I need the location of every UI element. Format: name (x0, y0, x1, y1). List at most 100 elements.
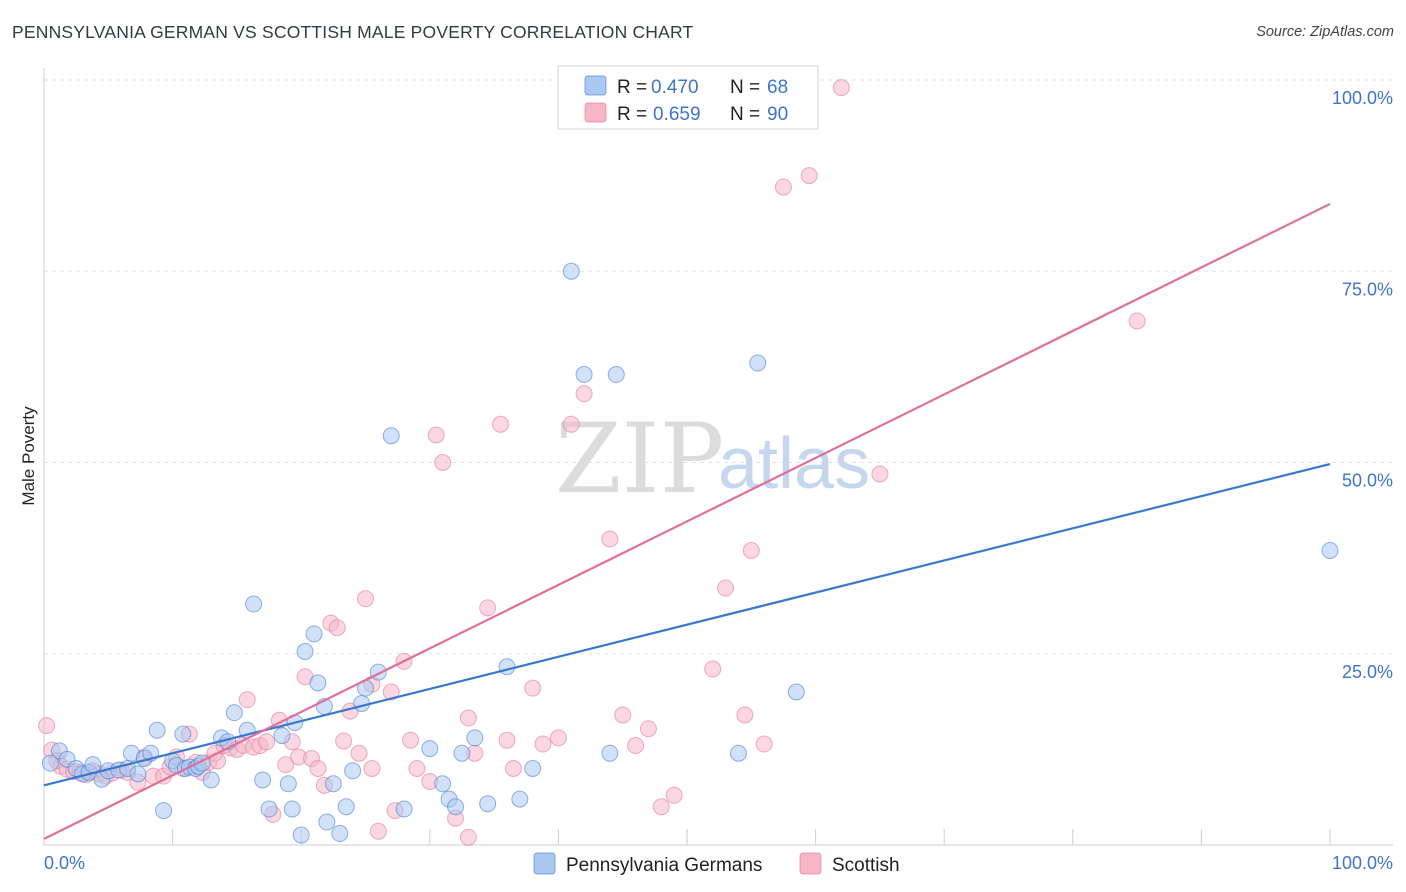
series-pennsylvania-germans (41, 262, 1339, 844)
data-point (434, 775, 452, 793)
data-point (1321, 541, 1339, 559)
y-tick-label: 100.0% (1332, 88, 1393, 108)
data-point (238, 691, 256, 709)
stats-swatch-pa-german (584, 75, 607, 96)
data-point (601, 530, 619, 548)
legend-swatch-scottish (799, 852, 822, 875)
data-point (549, 729, 567, 747)
data-point (309, 674, 327, 692)
stats-n-label-2: N = (730, 104, 760, 125)
data-point (607, 366, 625, 384)
data-point (174, 725, 192, 743)
data-point (129, 765, 147, 783)
stats-r-value-2: 0.659 (653, 104, 701, 125)
legend-label-scottish: Scottish (832, 855, 900, 876)
data-point (504, 760, 522, 777)
data-point (38, 717, 56, 735)
regression-line (43, 202, 1331, 840)
stats-r-label-1: R = (617, 77, 647, 98)
data-point (84, 756, 102, 774)
data-point (479, 795, 497, 813)
data-point (601, 744, 619, 762)
data-point (562, 262, 580, 280)
data-point (534, 735, 552, 753)
stats-r-value-1: 0.470 (651, 77, 699, 98)
data-point (742, 541, 760, 559)
data-point (1128, 312, 1146, 330)
data-point (273, 727, 291, 745)
data-point (511, 790, 529, 808)
data-point (717, 579, 735, 597)
data-point (305, 625, 323, 643)
data-point (466, 729, 484, 747)
data-point (524, 679, 542, 697)
data-point (434, 454, 452, 471)
data-points (38, 79, 1339, 846)
legend-label-pa-german: Pennsylvania Germans (566, 855, 762, 876)
data-point (749, 354, 767, 372)
chart-title: PENNSYLVANIA GERMAN VS SCOTTISH MALE POV… (12, 22, 694, 42)
data-point (335, 732, 353, 750)
data-point (774, 178, 792, 196)
data-point (800, 167, 818, 185)
data-point (382, 427, 400, 445)
data-point (363, 760, 381, 777)
data-point (369, 822, 387, 840)
y-tick-label: 75.0% (1342, 279, 1393, 299)
y-tick-label: 50.0% (1342, 471, 1393, 491)
data-point (408, 760, 426, 777)
data-point (639, 720, 657, 738)
axes (43, 68, 1393, 846)
data-point (260, 800, 278, 818)
x-tick-label-min: 0.0% (44, 853, 85, 873)
regression-lines (43, 202, 1331, 840)
data-point (832, 79, 850, 97)
source-credit: Source: ZipAtlas.com (1256, 24, 1394, 40)
data-point (296, 642, 314, 660)
data-point (755, 735, 773, 753)
data-point (459, 828, 477, 846)
data-point (225, 704, 243, 722)
watermark: ZIP atlas (555, 403, 870, 515)
data-point (421, 740, 439, 758)
data-point (148, 721, 166, 739)
data-point (453, 744, 471, 762)
data-point (357, 590, 374, 608)
data-point (283, 800, 301, 818)
data-point (395, 800, 413, 818)
data-point (575, 385, 593, 403)
data-point (736, 706, 754, 724)
data-point (292, 826, 310, 844)
data-point (41, 754, 59, 772)
data-point (324, 775, 342, 793)
watermark-zip: ZIP (555, 403, 724, 515)
data-point (427, 426, 445, 444)
data-point (652, 798, 670, 816)
stats-n-value-2: 90 (767, 104, 788, 125)
data-point (498, 658, 516, 676)
bottom-legend: Pennsylvania Germans Scottish (533, 852, 900, 876)
data-point (328, 619, 346, 637)
watermark-atlas: atlas (718, 424, 870, 504)
x-tick-label-max: 100.0% (1332, 853, 1393, 873)
data-point (257, 733, 275, 751)
y-axis-title: Male Poverty (19, 406, 38, 506)
data-point (665, 786, 683, 804)
data-point (729, 744, 747, 762)
data-point (498, 731, 516, 749)
data-point (402, 731, 420, 749)
data-point (627, 737, 645, 755)
data-point (277, 756, 295, 774)
data-point (155, 802, 173, 820)
data-point (447, 798, 465, 816)
y-tick-label: 25.0% (1342, 662, 1393, 682)
data-point (459, 709, 477, 727)
data-point (279, 775, 297, 793)
data-point (350, 744, 368, 762)
regression-line (43, 462, 1331, 787)
data-point (245, 595, 263, 613)
data-point (575, 366, 593, 384)
stats-n-label-1: N = (730, 77, 760, 98)
data-point (344, 762, 362, 780)
